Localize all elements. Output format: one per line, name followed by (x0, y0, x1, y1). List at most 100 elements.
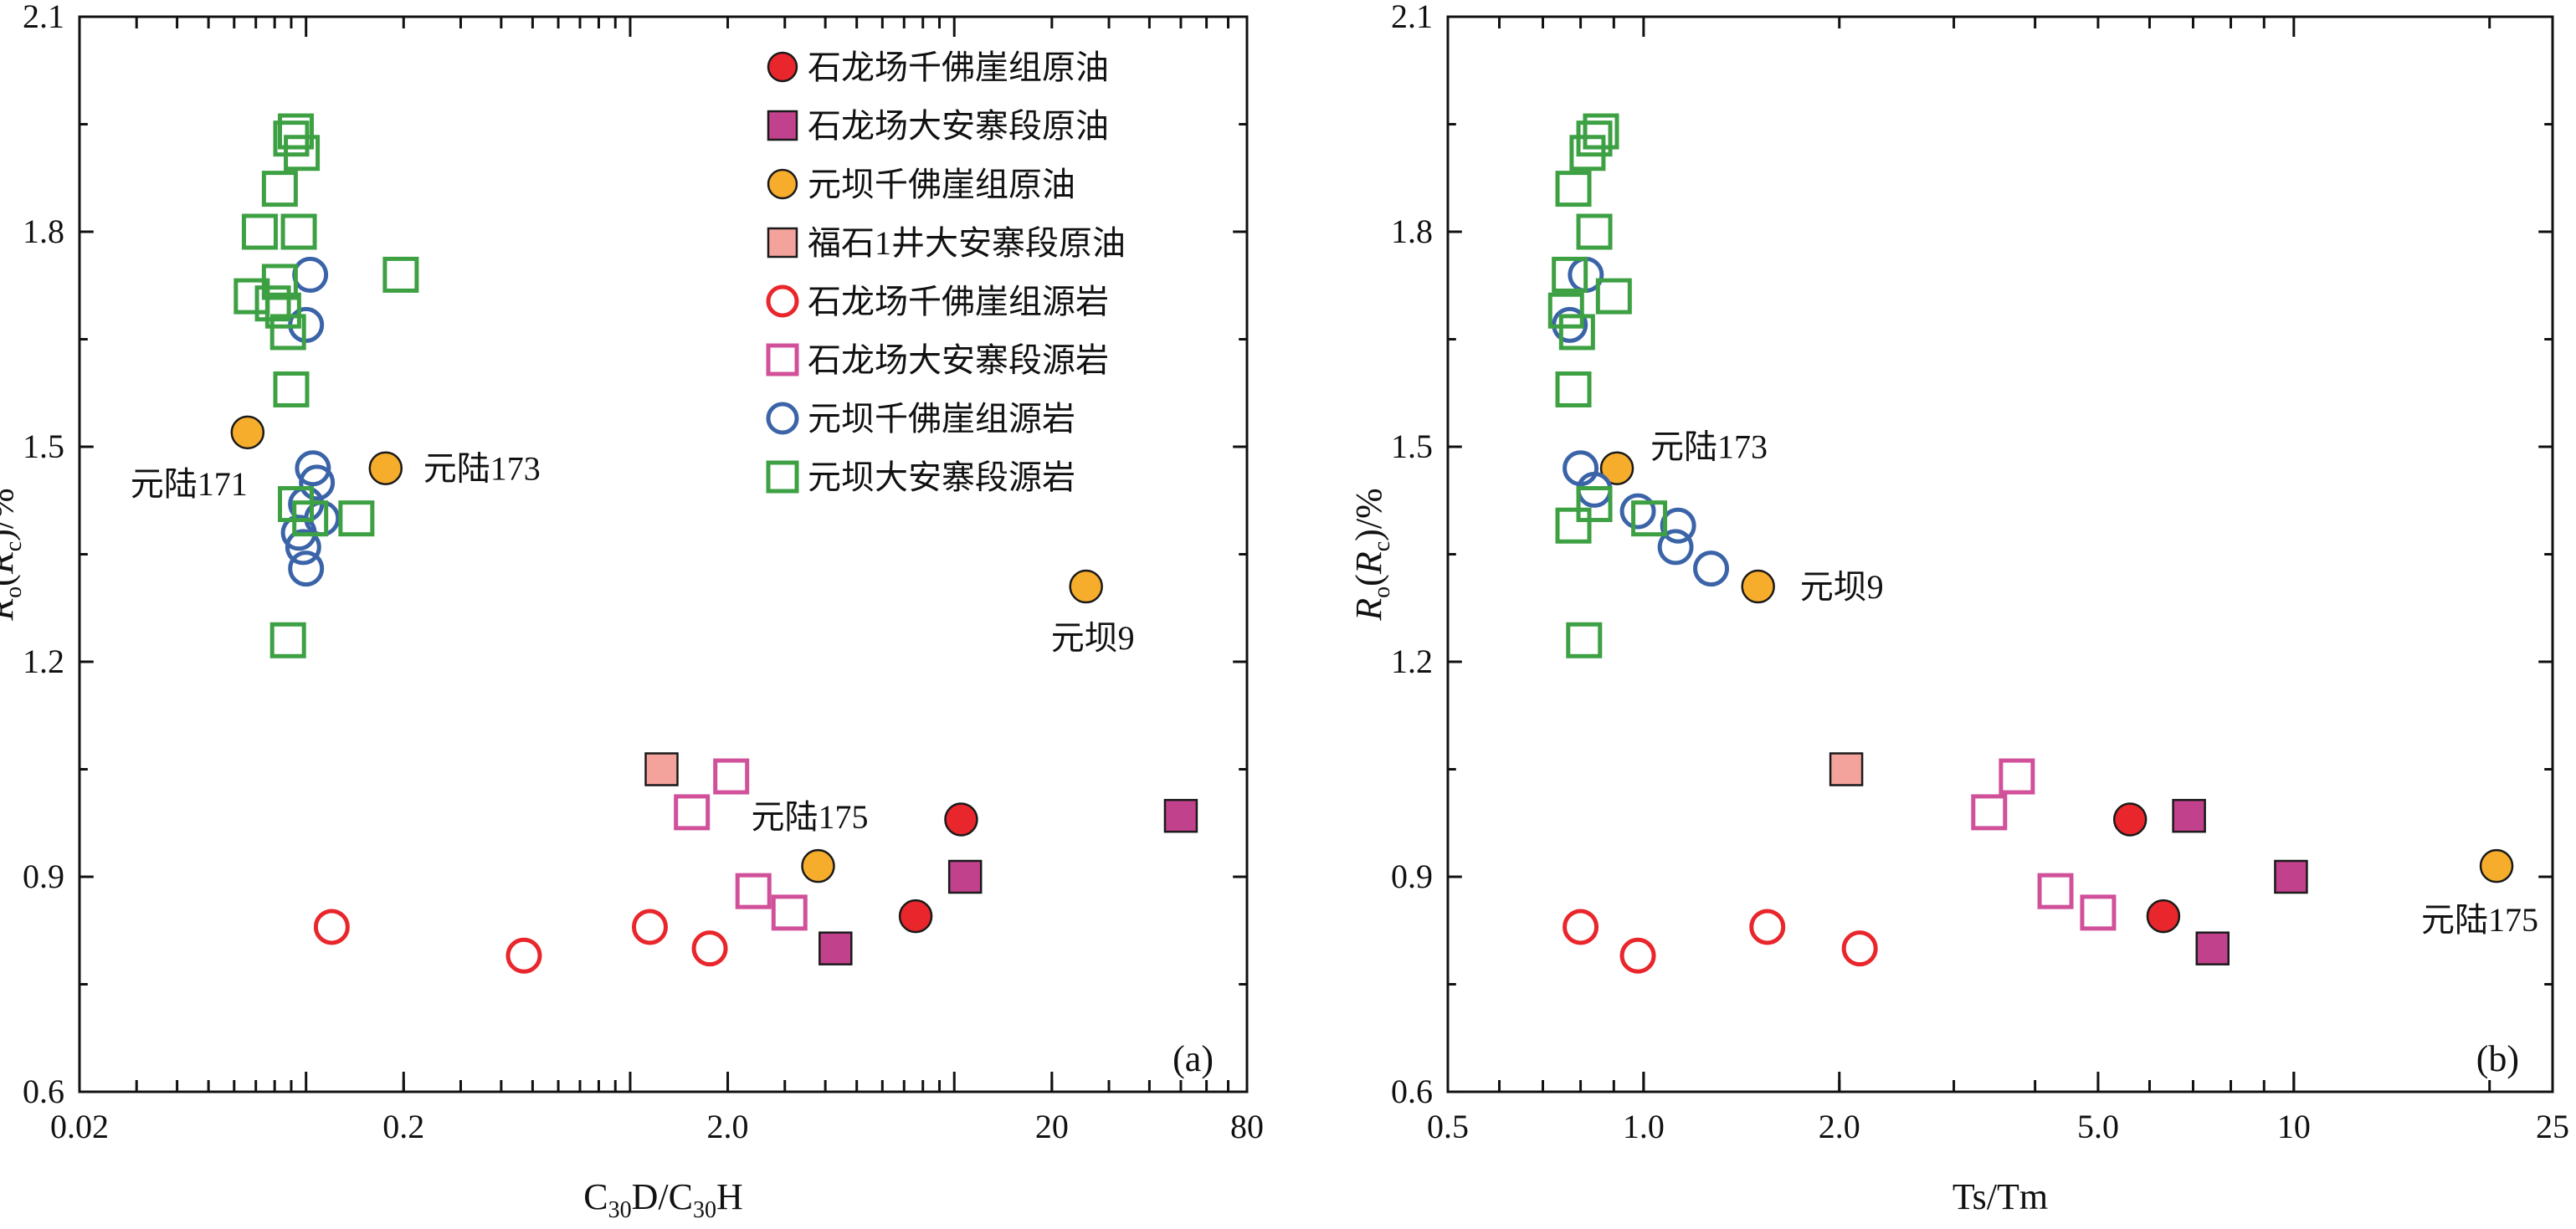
point-annotation: 元坝9 (1051, 619, 1135, 657)
data-point (269, 314, 306, 351)
series-group (674, 758, 808, 931)
x-tick-label: 0.2 (382, 1108, 424, 1145)
legend-label: 石龙场大安寨段原油 (808, 107, 1109, 145)
x-axis-title-part: Ts/Tm (1953, 1176, 2048, 1217)
data-point (2172, 798, 2206, 833)
y-axis-title-part: ( (1348, 574, 1389, 586)
x-tick-label: 5.0 (2077, 1108, 2119, 1145)
data-point (735, 873, 772, 909)
data-point (771, 894, 808, 931)
data-point (1829, 752, 1864, 786)
series-group (1971, 758, 2117, 931)
series-group (313, 909, 728, 974)
data-point (1569, 135, 1606, 172)
data-point (1576, 213, 1613, 250)
data-point (292, 500, 329, 537)
panel-b-scatter-chart: 0.6 0.9 1.2 1.5 1.8 2.1 0.5 1.0 2.0 5.0 10 25 Ts/Tm R… (1348, 0, 2569, 1217)
legend-marker (766, 460, 799, 494)
data-point (1657, 529, 1694, 566)
data-point (1693, 550, 1730, 587)
data-point (2274, 859, 2308, 894)
data-point (1999, 758, 2035, 795)
data-point (1619, 493, 1656, 530)
data-point (818, 931, 853, 965)
x-tick-label: 0.02 (50, 1108, 109, 1145)
series-group (898, 802, 978, 934)
legend-marker (767, 51, 798, 83)
data-point (674, 794, 711, 831)
data-point (944, 802, 978, 837)
x-tick-label: 25 (2536, 1108, 2569, 1145)
x-tick-label: 10 (2277, 1108, 2311, 1145)
legend-label: 石龙场千佛崖组原油 (808, 49, 1109, 86)
data-point (1971, 794, 2008, 831)
data-point (2037, 873, 2074, 909)
data-point (2195, 931, 2230, 965)
y-tick-label: 1.8 (23, 213, 64, 250)
data-point (505, 937, 542, 974)
y-axis-title-part: R (0, 551, 21, 575)
point-annotation: 元陆171 (131, 465, 248, 503)
legend-label: 福石1井大安寨段原油 (808, 224, 1126, 262)
data-point (230, 415, 265, 450)
x-tick-label: 20 (1035, 1108, 1069, 1145)
y-tick-label: 1.5 (23, 428, 64, 465)
y-tick-label: 2.1 (23, 0, 64, 35)
data-point (313, 909, 350, 945)
data-point (1555, 507, 1592, 544)
data-point (269, 622, 306, 658)
x-tick-label: 1.0 (1623, 1108, 1665, 1145)
data-point (1566, 622, 1603, 658)
data-point (1619, 937, 1656, 974)
series-group (1599, 451, 2514, 883)
x-tick-label: 2.0 (707, 1108, 749, 1145)
y-axis-title-part: )/% (0, 488, 21, 541)
data-point (1749, 909, 1786, 945)
series-group (233, 113, 419, 658)
data-point (277, 113, 314, 150)
x-axis-title-part: H (716, 1176, 743, 1217)
data-point (280, 213, 317, 250)
series-group (818, 798, 1198, 965)
y-tick-label: 1.5 (1391, 428, 1433, 465)
data-point (295, 450, 331, 487)
y-axis-title-part: ( (0, 574, 21, 586)
data-point (1741, 569, 1775, 604)
x-tick-label: 0.5 (1427, 1108, 1469, 1145)
data-point (898, 899, 933, 934)
legend: 石龙场千佛崖组原油石龙场大安寨段原油元坝千佛崖组原油福石1井大安寨段原油石龙场千… (766, 49, 1126, 496)
data-point (1558, 314, 1595, 351)
series-group (644, 752, 679, 786)
data-point (284, 135, 321, 172)
data-point (691, 930, 728, 967)
y-axis-title: Ro(Rc)/% (1348, 488, 1395, 621)
legend-marker (766, 343, 799, 376)
y-axis-title: Ro(Rc)/% (0, 488, 27, 621)
data-point (368, 451, 403, 485)
data-point (1563, 909, 1599, 945)
y-tick-label: 0.6 (1391, 1073, 1433, 1110)
data-point (1555, 171, 1592, 207)
data-point (273, 371, 310, 407)
x-axis-title-part: 30 (608, 1197, 632, 1223)
data-point (1599, 451, 1634, 485)
y-axis-title-part: R (0, 598, 21, 622)
series-group (1563, 909, 1878, 974)
y-axis-title-part: c (1369, 541, 1395, 551)
legend-marker (767, 110, 798, 141)
legend-label: 元坝千佛崖组源岩 (808, 400, 1075, 438)
y-tick-label: 1.2 (23, 643, 64, 680)
data-point (801, 848, 835, 883)
data-point (1841, 930, 1878, 967)
panel-a-scatter-chart: 0.60.91.21.51.82.10.02 0.2 2.0 20 80C30D/C30… (0, 0, 1264, 1223)
legend-marker (766, 284, 799, 318)
plot-frame (1446, 15, 2554, 1093)
point-annotation: 元陆175 (752, 798, 869, 836)
data-point (1555, 371, 1592, 407)
point-annotation: 元陆175 (2421, 901, 2538, 939)
data-point (382, 256, 419, 293)
point-annotation: 元坝9 (1800, 568, 1884, 606)
data-point (264, 292, 301, 329)
legend-label: 元坝大安寨段源岩 (808, 458, 1075, 496)
panel-label: (b) (2476, 1038, 2519, 1079)
